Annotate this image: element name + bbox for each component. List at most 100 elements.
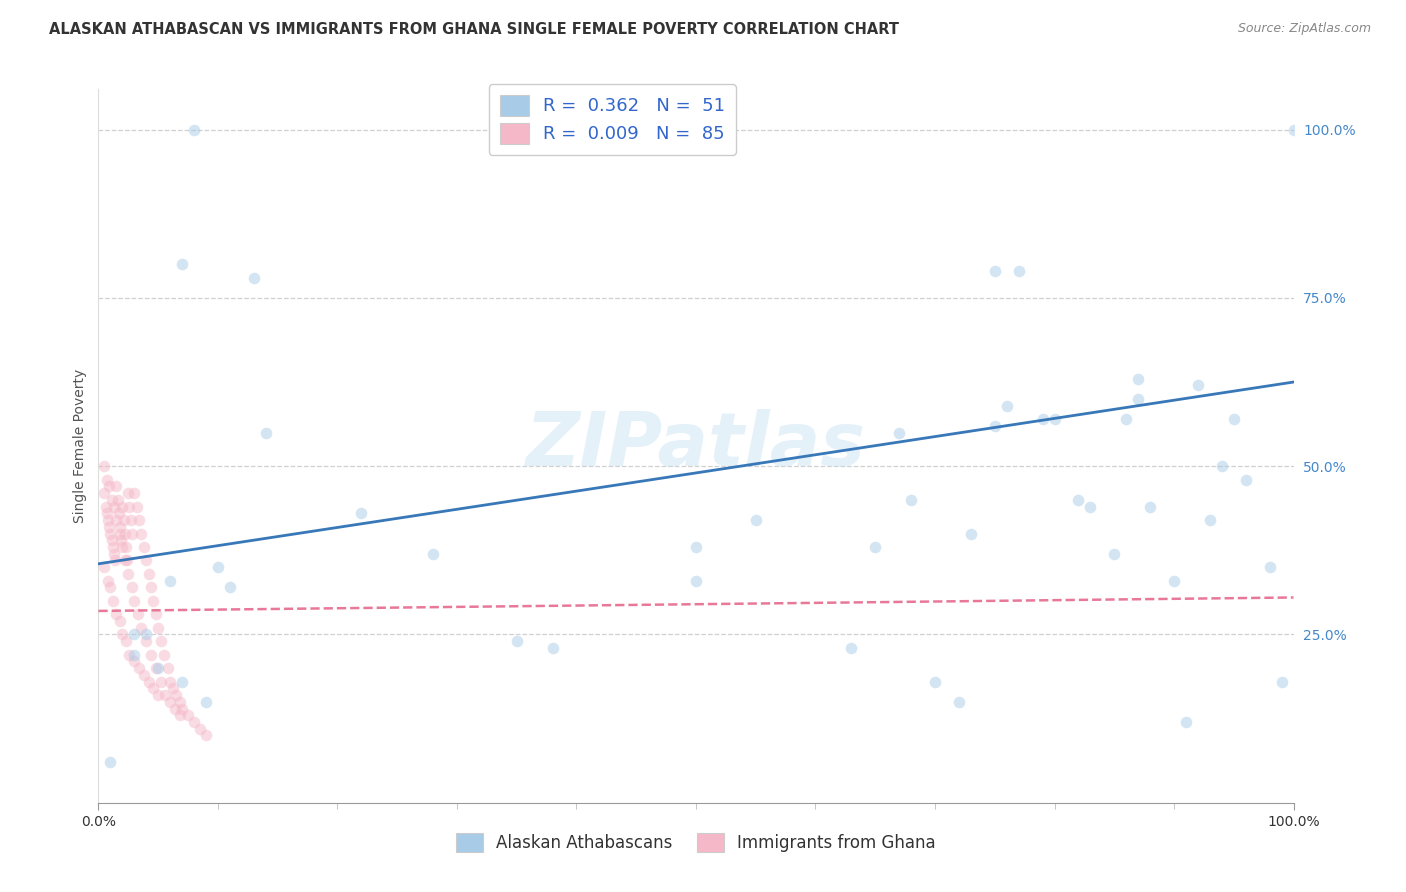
Point — [121, 580, 143, 594]
Point — [93, 486, 115, 500]
Point — [960, 526, 983, 541]
Point — [172, 257, 194, 271]
Point — [111, 500, 134, 514]
Point — [177, 708, 200, 723]
Point — [350, 506, 373, 520]
Point — [685, 574, 707, 588]
Point — [188, 722, 211, 736]
Point — [183, 714, 205, 729]
Point — [1043, 412, 1066, 426]
Point — [115, 634, 138, 648]
Point — [132, 540, 155, 554]
Point — [541, 640, 564, 655]
Point — [145, 661, 167, 675]
Point — [128, 661, 150, 675]
Point — [169, 695, 191, 709]
Point — [97, 513, 120, 527]
Point — [135, 627, 157, 641]
Point — [118, 648, 141, 662]
Point — [124, 655, 146, 669]
Point — [114, 553, 136, 567]
Point — [131, 526, 153, 541]
Point — [924, 674, 946, 689]
Point — [112, 513, 135, 527]
Point — [110, 533, 132, 548]
Point — [162, 681, 184, 696]
Point — [422, 547, 444, 561]
Point — [948, 695, 970, 709]
Point — [98, 580, 122, 594]
Point — [169, 708, 191, 723]
Point — [139, 580, 162, 594]
Point — [153, 648, 176, 662]
Point — [124, 627, 146, 641]
Point — [1104, 547, 1126, 561]
Point — [96, 506, 118, 520]
Point — [1234, 473, 1257, 487]
Point — [131, 621, 153, 635]
Text: ALASKAN ATHABASCAN VS IMMIGRANTS FROM GHANA SINGLE FEMALE POVERTY CORRELATION CH: ALASKAN ATHABASCAN VS IMMIGRANTS FROM GH… — [49, 22, 900, 37]
Point — [1032, 412, 1054, 426]
Point — [685, 540, 707, 554]
Point — [1258, 560, 1281, 574]
Point — [100, 492, 122, 507]
Point — [93, 560, 115, 574]
Point — [900, 492, 922, 507]
Point — [132, 668, 155, 682]
Point — [506, 634, 529, 648]
Text: ZIPatlas: ZIPatlas — [526, 409, 866, 483]
Point — [865, 540, 887, 554]
Point — [104, 553, 127, 567]
Point — [1080, 500, 1102, 514]
Point — [142, 681, 165, 696]
Point — [172, 674, 194, 689]
Point — [98, 756, 122, 770]
Point — [1163, 574, 1185, 588]
Point — [142, 594, 165, 608]
Point — [97, 574, 120, 588]
Point — [148, 621, 170, 635]
Point — [115, 553, 138, 567]
Point — [118, 500, 141, 514]
Point — [103, 547, 125, 561]
Point — [1199, 513, 1222, 527]
Point — [108, 520, 131, 534]
Point — [93, 459, 115, 474]
Point — [139, 648, 162, 662]
Point — [165, 688, 187, 702]
Legend: Alaskan Athabascans, Immigrants from Ghana: Alaskan Athabascans, Immigrants from Gha… — [450, 826, 942, 859]
Point — [841, 640, 863, 655]
Point — [138, 674, 160, 689]
Point — [254, 425, 277, 440]
Point — [98, 520, 121, 534]
Point — [125, 500, 148, 514]
Point — [120, 513, 142, 527]
Point — [172, 701, 194, 715]
Point — [1175, 714, 1198, 729]
Point — [101, 540, 124, 554]
Point — [1211, 459, 1233, 474]
Point — [745, 513, 768, 527]
Point — [101, 594, 124, 608]
Point — [984, 418, 1007, 433]
Point — [159, 574, 181, 588]
Point — [124, 486, 146, 500]
Point — [107, 492, 129, 507]
Point — [149, 674, 172, 689]
Point — [138, 566, 160, 581]
Point — [108, 614, 131, 628]
Point — [1067, 492, 1090, 507]
Point — [117, 486, 139, 500]
Point — [163, 701, 186, 715]
Point — [121, 526, 143, 541]
Point — [1128, 372, 1150, 386]
Point — [135, 634, 157, 648]
Point — [98, 479, 121, 493]
Point — [105, 607, 128, 622]
Point — [96, 473, 118, 487]
Point — [117, 566, 139, 581]
Point — [105, 513, 128, 527]
Text: Source: ZipAtlas.com: Source: ZipAtlas.com — [1237, 22, 1371, 36]
Point — [111, 627, 134, 641]
Point — [1282, 122, 1305, 136]
